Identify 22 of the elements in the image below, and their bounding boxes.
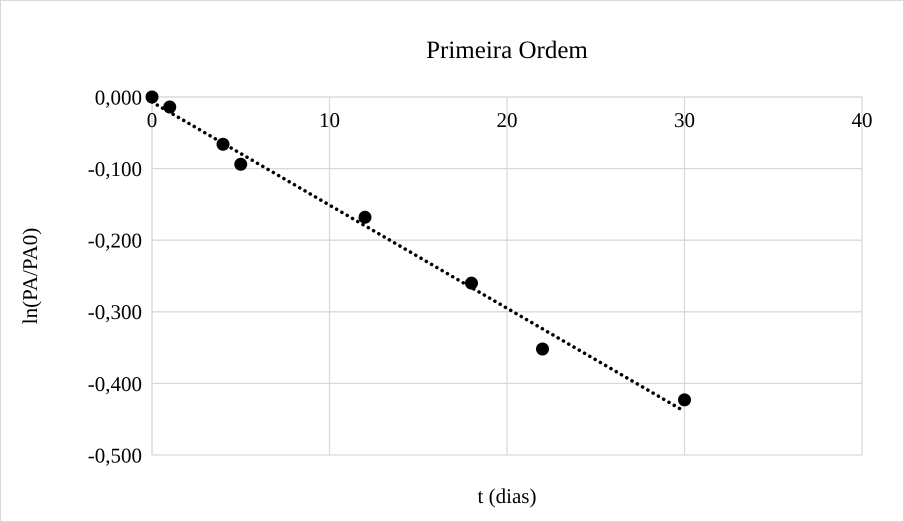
y-tick-label: -0,100 [88,156,142,181]
x-tick-label: 10 [319,108,340,132]
point [146,90,158,104]
x-tick-label: 0 [146,108,158,132]
x-tick-label: 40 [852,108,872,132]
point [163,100,176,114]
point [465,276,478,290]
point [234,158,248,171]
y-tick-label: 0,000 [94,85,142,110]
y-tick-label: -0,200 [88,228,142,253]
point [678,393,691,406]
chart-title: Primeira Ordem [426,37,588,64]
point [358,210,372,224]
x-axis-title: t (dias) [478,484,536,508]
x-tick-label: 20 [496,108,518,132]
x-tick-label: 30 [674,108,695,132]
y-tick-label: -0,300 [88,300,142,324]
point [536,342,549,356]
y-tick-label: -0,500 [88,443,142,468]
point [216,138,230,151]
y-axis-title: ln(PA/PA0) [18,228,42,324]
y-tick-label: -0,400 [88,372,142,396]
